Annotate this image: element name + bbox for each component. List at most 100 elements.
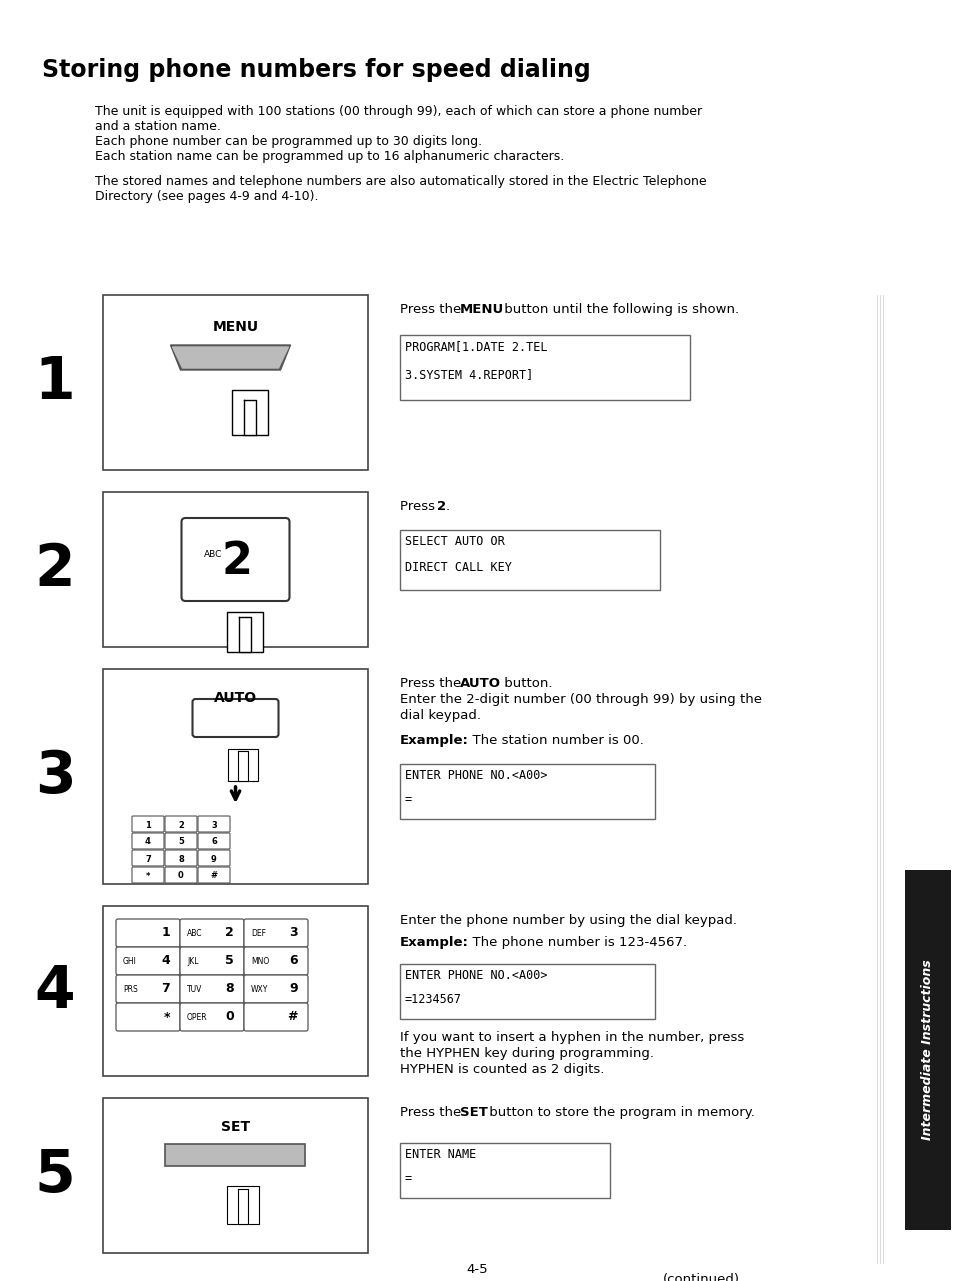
FancyBboxPatch shape (132, 816, 164, 831)
Text: ENTER NAME: ENTER NAME (405, 1148, 476, 1161)
Text: If you want to insert a hyphen in the number, press: If you want to insert a hyphen in the nu… (399, 1031, 743, 1044)
Text: Press the: Press the (399, 304, 465, 316)
Text: Each station name can be programmed up to 16 alphanumeric characters.: Each station name can be programmed up t… (95, 150, 563, 163)
Text: MNO: MNO (251, 957, 269, 966)
Text: 4: 4 (161, 954, 170, 967)
Bar (165, 1144, 305, 1166)
Text: Storing phone numbers for speed dialing: Storing phone numbers for speed dialing (42, 58, 590, 82)
Text: SET: SET (221, 1120, 250, 1134)
Bar (229, 749, 258, 781)
Text: 3: 3 (211, 821, 216, 830)
Text: 3: 3 (34, 748, 75, 804)
FancyBboxPatch shape (116, 947, 180, 975)
Text: WXY: WXY (251, 985, 268, 994)
Text: 4: 4 (34, 962, 75, 1020)
Text: 2: 2 (225, 926, 233, 939)
Text: ENTER PHONE NO.<A00>: ENTER PHONE NO.<A00> (405, 769, 547, 781)
Text: MENU: MENU (213, 320, 258, 334)
Text: 4-5: 4-5 (466, 1263, 487, 1276)
Text: button to store the program in memory.: button to store the program in memory. (484, 1106, 754, 1120)
Bar (233, 389, 268, 436)
Text: 7: 7 (161, 983, 170, 995)
Text: Example:: Example: (399, 936, 468, 949)
Text: 5: 5 (34, 1146, 75, 1204)
Polygon shape (171, 345, 291, 370)
FancyBboxPatch shape (165, 851, 196, 866)
Polygon shape (172, 347, 288, 368)
Bar (399, 763, 655, 819)
Text: TUV: TUV (187, 985, 202, 994)
FancyBboxPatch shape (132, 867, 164, 883)
Text: DIRECT CALL KEY: DIRECT CALL KEY (405, 561, 512, 574)
Text: 8: 8 (178, 854, 184, 863)
FancyBboxPatch shape (198, 867, 230, 883)
Text: SELECT AUTO OR: SELECT AUTO OR (405, 535, 504, 548)
Text: #: # (287, 1011, 297, 1024)
Text: 9: 9 (289, 983, 297, 995)
Text: =: = (405, 1172, 412, 1185)
Bar (103, 492, 368, 647)
Text: 5: 5 (178, 838, 184, 847)
FancyBboxPatch shape (180, 918, 244, 947)
Text: 1: 1 (145, 821, 151, 830)
FancyBboxPatch shape (198, 833, 230, 849)
FancyBboxPatch shape (198, 816, 230, 831)
Text: SET: SET (459, 1106, 487, 1120)
Text: Each phone number can be programmed up to 30 digits long.: Each phone number can be programmed up t… (95, 135, 481, 149)
Bar (103, 669, 368, 884)
Text: 2: 2 (178, 821, 184, 830)
Text: 6: 6 (289, 954, 297, 967)
FancyBboxPatch shape (244, 947, 308, 975)
Text: ENTER PHONE NO.<A00>: ENTER PHONE NO.<A00> (405, 968, 547, 983)
Text: OPER: OPER (187, 1012, 208, 1021)
Text: PROGRAM[1.DATE 2.TEL: PROGRAM[1.DATE 2.TEL (405, 339, 547, 354)
FancyBboxPatch shape (116, 975, 180, 1003)
Polygon shape (244, 400, 256, 436)
Bar (227, 612, 263, 652)
FancyBboxPatch shape (116, 1003, 180, 1031)
Text: ABC: ABC (204, 550, 222, 559)
Bar (227, 1186, 259, 1225)
FancyBboxPatch shape (244, 975, 308, 1003)
Bar (103, 1098, 368, 1253)
Text: 6: 6 (211, 838, 216, 847)
Text: Directory (see pages 4-9 and 4-10).: Directory (see pages 4-9 and 4-10). (95, 190, 318, 202)
FancyBboxPatch shape (180, 975, 244, 1003)
Text: dial keypad.: dial keypad. (399, 708, 480, 722)
Text: button until the following is shown.: button until the following is shown. (499, 304, 739, 316)
Polygon shape (239, 617, 252, 652)
Polygon shape (238, 1189, 248, 1225)
Text: the HYPHEN key during programming.: the HYPHEN key during programming. (399, 1047, 654, 1059)
FancyBboxPatch shape (244, 918, 308, 947)
Text: JKL: JKL (187, 957, 198, 966)
Text: 0: 0 (178, 871, 184, 880)
Text: button.: button. (499, 676, 552, 690)
FancyBboxPatch shape (165, 816, 196, 831)
Text: 5: 5 (225, 954, 233, 967)
Bar (399, 1143, 609, 1198)
FancyBboxPatch shape (165, 833, 196, 849)
Text: 1: 1 (161, 926, 170, 939)
FancyBboxPatch shape (193, 699, 278, 737)
FancyBboxPatch shape (244, 1003, 308, 1031)
Bar (103, 906, 368, 1076)
Text: 4: 4 (145, 838, 151, 847)
Text: 9: 9 (211, 854, 216, 863)
Text: Example:: Example: (399, 734, 468, 747)
Text: AUTO: AUTO (459, 676, 500, 690)
Text: *: * (163, 1011, 170, 1024)
Text: Press the: Press the (399, 1106, 465, 1120)
Text: The unit is equipped with 100 stations (00 through 99), each of which can store : The unit is equipped with 100 stations (… (95, 105, 701, 118)
Text: Enter the 2-digit number (00 through 99) by using the: Enter the 2-digit number (00 through 99)… (399, 693, 761, 706)
Bar (904, 870, 950, 1230)
Text: 0: 0 (225, 1011, 233, 1024)
Text: The phone number is 123-4567.: The phone number is 123-4567. (463, 936, 686, 949)
FancyBboxPatch shape (180, 1003, 244, 1031)
Text: Press: Press (399, 500, 438, 512)
FancyBboxPatch shape (198, 851, 230, 866)
FancyBboxPatch shape (181, 518, 289, 601)
FancyBboxPatch shape (165, 867, 196, 883)
Text: Press the: Press the (399, 676, 465, 690)
Text: 2: 2 (222, 541, 253, 583)
Text: *: * (146, 871, 150, 880)
